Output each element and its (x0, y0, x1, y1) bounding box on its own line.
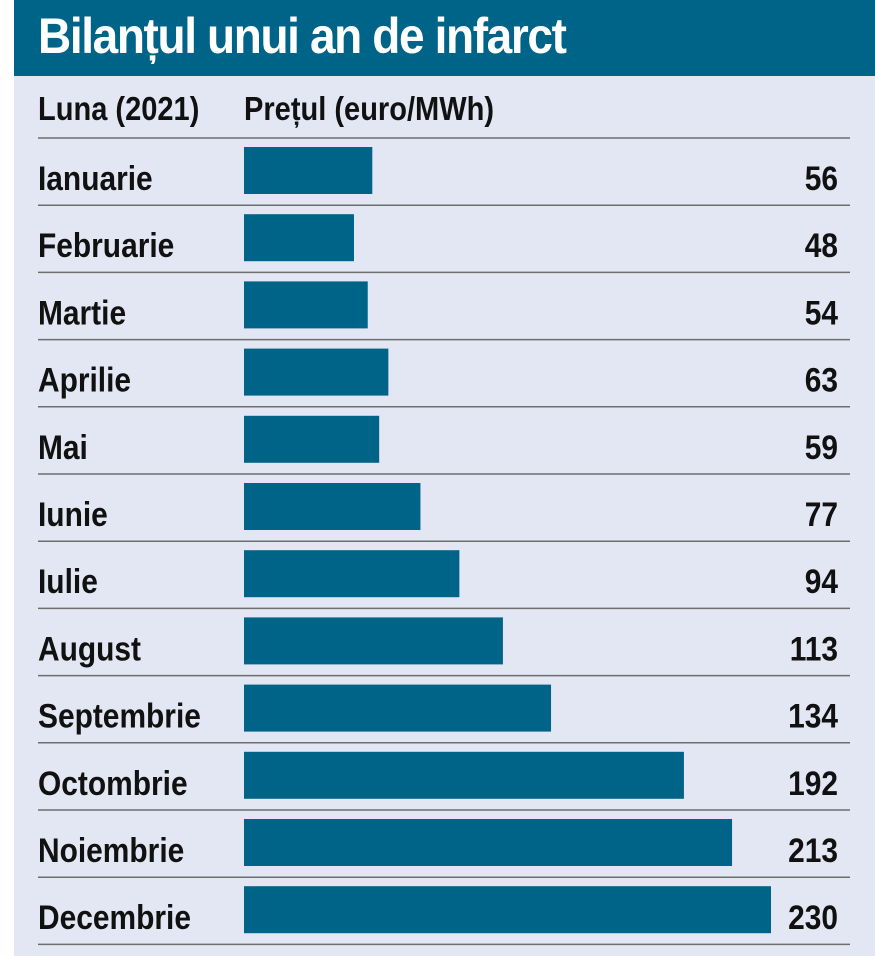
value-label: 56 (805, 159, 838, 197)
value-label: 230 (788, 898, 838, 936)
value-label: 59 (805, 428, 838, 466)
category-label: Iulie (38, 562, 98, 600)
bar-februarie (244, 214, 354, 262)
bar-decembrie (244, 886, 771, 934)
value-label: 48 (805, 226, 838, 264)
bar-august (244, 617, 503, 665)
bar-iunie (244, 483, 421, 530)
category-label: Decembrie (38, 898, 191, 936)
title-bar: Bilanțul unui an de infarct (14, 0, 875, 76)
category-label: Martie (38, 294, 126, 332)
category-label: Iunie (38, 495, 108, 533)
value-label: 63 (805, 361, 838, 399)
category-label: Aprilie (38, 361, 131, 399)
chart-title: Bilanțul unui an de infarct (38, 8, 567, 64)
category-label: Ianuarie (38, 159, 153, 197)
bar-noiembrie (244, 819, 733, 866)
month-column-header: Luna (2021) (38, 90, 200, 127)
price-column-header: Prețul (euro/MWh) (244, 90, 495, 127)
bar-martie (244, 281, 368, 329)
value-label: 94 (805, 562, 838, 600)
bar-septembrie (244, 684, 552, 732)
category-label: Noiembrie (38, 831, 184, 869)
category-label: Octombrie (38, 764, 188, 802)
category-label: Februarie (38, 226, 174, 264)
value-label: 113 (790, 630, 838, 668)
value-label: 54 (805, 294, 838, 332)
bar-octombrie (244, 751, 684, 799)
bar-aprilie (244, 348, 389, 396)
category-label: Mai (38, 428, 88, 466)
value-label: 134 (788, 697, 838, 735)
bar-iulie (244, 550, 460, 598)
value-label: 192 (788, 764, 838, 802)
category-label: Septembrie (38, 697, 201, 735)
bar-ianuarie (244, 147, 373, 194)
value-label: 77 (805, 495, 838, 533)
category-label: August (38, 630, 141, 668)
value-label: 213 (788, 831, 838, 869)
bar-mai (244, 415, 380, 463)
